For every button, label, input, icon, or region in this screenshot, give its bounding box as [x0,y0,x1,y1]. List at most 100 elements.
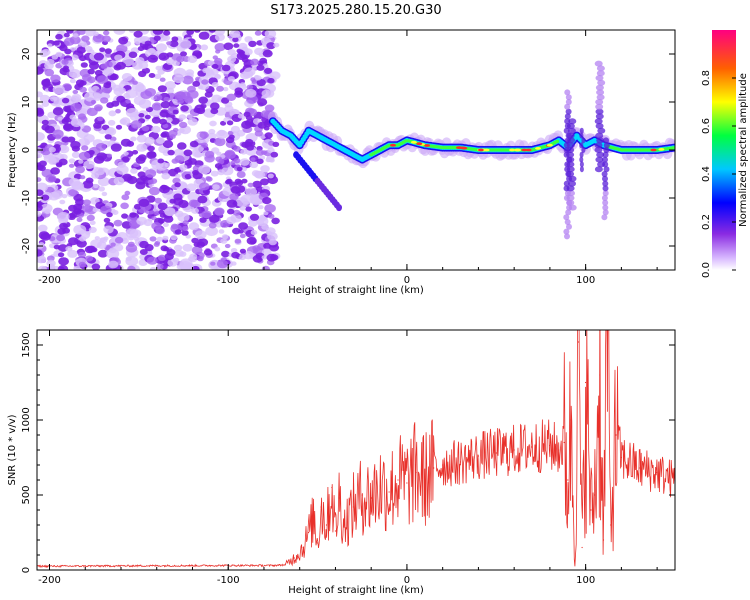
signal-streak [564,219,571,225]
noise-blob [230,248,238,253]
noise-blob [101,191,108,197]
noise-blob [72,33,79,38]
noise-blob [261,248,272,257]
noise-blob [166,87,175,94]
noise-blob [178,114,187,120]
snr-point [313,516,315,519]
noise-blob [78,159,84,164]
noise-blob [157,254,167,261]
noise-blob [81,42,88,48]
noise-blob [148,47,156,54]
noise-blob [156,137,165,145]
noise-blob [130,136,137,142]
noise-blob [37,211,42,217]
noise-blob [256,158,264,165]
noise-blob [147,145,155,152]
noise-blob [247,182,254,188]
noise-blob [204,91,213,98]
snr-point [610,524,612,526]
noise-blob [256,64,265,71]
snr-point [513,449,515,451]
noise-blob [227,208,235,215]
noise-blob [154,73,162,80]
noise-blob [214,73,221,79]
noise-blob [37,255,47,264]
noise-blob [153,94,163,101]
signal-streak [579,132,584,139]
noise-blob [200,44,209,51]
noise-blob [45,174,57,183]
noise-blob [37,107,44,115]
noise-blob [114,236,124,244]
signal-streak [567,190,575,197]
noise-blob [63,65,69,70]
noise-blob [264,104,275,112]
noise-blob [86,214,95,222]
noise-blob [167,258,178,267]
noise-blob [174,210,184,218]
noise-blob [89,220,96,226]
noise-blob [210,261,216,266]
noise-blob [89,61,100,70]
noise-blob [216,151,222,156]
signal-streak [602,190,609,197]
noise-blob [41,119,49,126]
noise-blob [121,213,129,219]
noise-blob [201,210,212,219]
noise-blob [104,134,112,140]
noise-blob [123,151,129,156]
noise-blob [243,67,256,77]
noise-blob [224,243,231,249]
noise-blob [120,80,126,85]
noise-blob [187,191,201,202]
noise-blob [174,91,186,101]
noise-blob [70,141,81,149]
noise-blob [127,265,136,270]
noise-blob [116,44,128,53]
colorbar-tick-label: 0.4 [701,166,712,182]
noise-blob [199,182,210,191]
noise-blob [244,36,253,43]
noise-blob [50,74,61,83]
noise-blob [85,255,94,262]
snr-point [397,479,399,481]
noise-blob [98,186,105,192]
noise-blob [202,67,210,74]
snr-point [388,491,390,493]
noise-blob [39,50,49,58]
noise-blob [182,220,189,226]
signal-green [555,139,560,143]
noise-blob [82,204,93,213]
noise-blob [95,143,107,151]
signal-streak [595,108,604,115]
noise-blob [268,238,277,246]
snr-point [594,494,596,496]
snr-point [415,471,417,474]
noise-blob [49,243,56,249]
noise-blob [234,87,243,94]
noise-blob [166,41,172,46]
noise-blob [226,216,237,225]
signal-peak [483,148,490,152]
noise-blob [232,37,239,43]
signal-peak [410,140,417,144]
snr-point [293,557,295,559]
noise-blob [191,237,199,244]
noise-blob [53,40,60,46]
noise-blob [143,219,153,227]
noise-blob [180,263,194,270]
noise-blob [140,175,148,182]
snr-xtick-label: -200 [38,575,61,586]
noise-blob [232,227,241,235]
snr-point [599,374,601,376]
noise-blob [234,238,242,244]
spectrogram-ytick-label: 10 [21,96,32,109]
noise-blob [123,92,130,98]
noise-blob [269,158,275,163]
signal-streak [596,65,605,72]
signal-peak [658,148,665,151]
noise-blob [162,140,174,149]
noise-blob [144,114,151,120]
noise-blob [111,100,120,107]
noise-blob [83,134,95,143]
